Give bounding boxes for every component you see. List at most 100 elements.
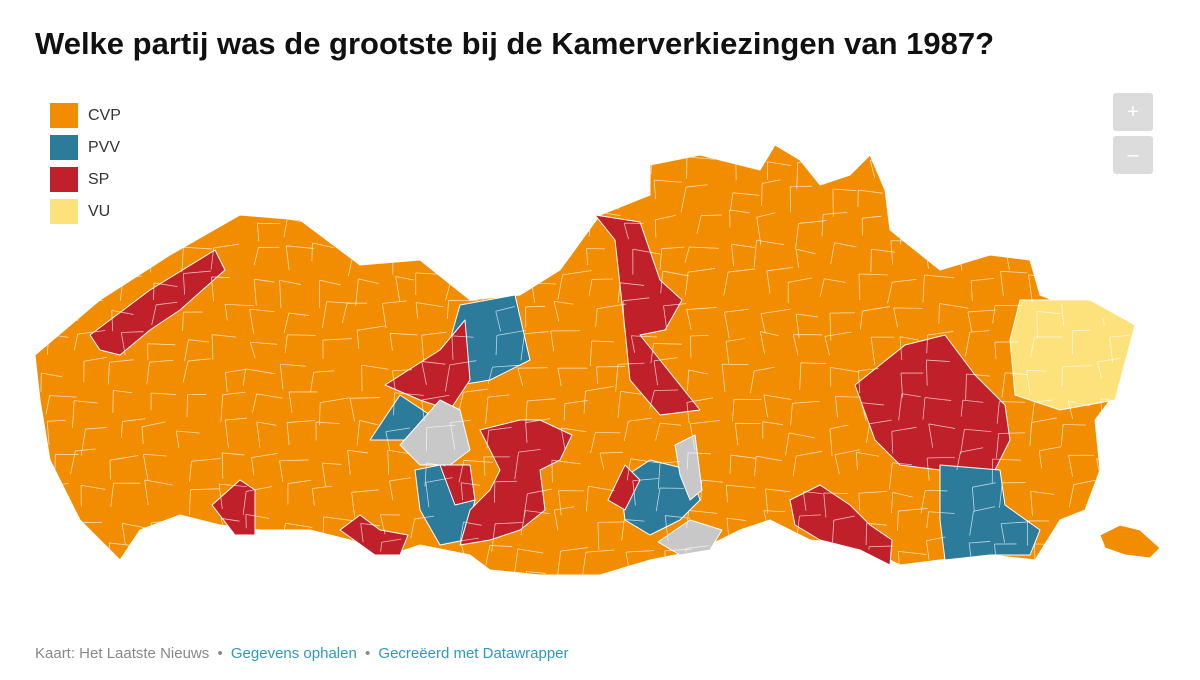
border (521, 242, 545, 264)
border (224, 303, 254, 321)
border (177, 541, 201, 566)
border (802, 491, 823, 511)
border (318, 572, 341, 575)
legend: CVP PVV SP VU (50, 103, 121, 224)
border (380, 582, 407, 609)
border (1106, 419, 1130, 443)
border (1064, 246, 1090, 275)
border (453, 569, 482, 575)
border (1060, 423, 1087, 446)
border (525, 305, 545, 328)
border (589, 340, 614, 367)
border (1028, 189, 1056, 212)
border (361, 364, 389, 392)
border (312, 552, 343, 575)
border (459, 521, 482, 541)
border (922, 274, 955, 303)
border (723, 268, 756, 296)
border (253, 246, 280, 266)
border (355, 278, 379, 306)
border (1096, 458, 1126, 484)
border (240, 187, 268, 212)
zoom-in[interactable]: + (1113, 93, 1153, 131)
border (928, 423, 956, 448)
border (322, 338, 352, 359)
border (729, 454, 756, 474)
border (730, 192, 760, 212)
border (960, 399, 984, 417)
border (225, 368, 247, 393)
border (832, 188, 857, 217)
border (971, 482, 996, 512)
border (891, 492, 913, 513)
border (551, 459, 581, 483)
border (865, 522, 887, 545)
border (969, 222, 996, 245)
border (487, 364, 522, 384)
border (80, 251, 106, 269)
border (789, 546, 816, 573)
border (293, 537, 314, 559)
border (460, 482, 481, 501)
border (686, 452, 711, 470)
border (144, 479, 173, 506)
region (619, 459, 701, 536)
zoom-out[interactable]: – (1113, 136, 1153, 174)
border (866, 419, 892, 443)
border (121, 522, 145, 545)
border (1097, 487, 1119, 512)
border (660, 569, 688, 575)
border (623, 417, 652, 441)
border (649, 389, 679, 409)
border (45, 395, 77, 415)
border (182, 358, 211, 383)
border (1026, 520, 1050, 546)
border (393, 392, 424, 416)
border (553, 300, 573, 322)
border (358, 220, 380, 238)
border (213, 158, 240, 178)
border (189, 458, 221, 482)
border (116, 241, 140, 259)
border (680, 184, 708, 213)
border (247, 568, 276, 575)
border (73, 330, 106, 351)
border (221, 452, 245, 479)
border (252, 393, 283, 413)
border (587, 580, 614, 607)
border (625, 583, 658, 605)
border (835, 396, 861, 418)
border (829, 366, 860, 387)
link[interactable]: Gegevens ophalen (230, 645, 357, 662)
border (80, 552, 110, 575)
border (1106, 247, 1128, 269)
border (653, 179, 682, 200)
region (89, 249, 226, 356)
border (684, 246, 719, 264)
border (429, 578, 454, 606)
border (1143, 219, 1173, 238)
border (421, 331, 447, 363)
border (1072, 329, 1091, 355)
border (493, 480, 518, 503)
link[interactable]: Gecreëerd met Datawrapper (378, 645, 569, 662)
border (938, 303, 969, 324)
border (1128, 369, 1135, 394)
border (561, 180, 594, 200)
border (1141, 185, 1161, 211)
border (700, 479, 723, 501)
border (87, 583, 112, 609)
border (184, 339, 209, 362)
border (242, 368, 276, 386)
border (484, 579, 506, 605)
border (279, 459, 309, 483)
border (495, 306, 515, 332)
regions (34, 144, 1173, 609)
border (410, 515, 435, 539)
border (153, 282, 178, 300)
border (684, 268, 716, 296)
border (287, 479, 312, 505)
border (72, 400, 98, 428)
border (922, 397, 952, 420)
